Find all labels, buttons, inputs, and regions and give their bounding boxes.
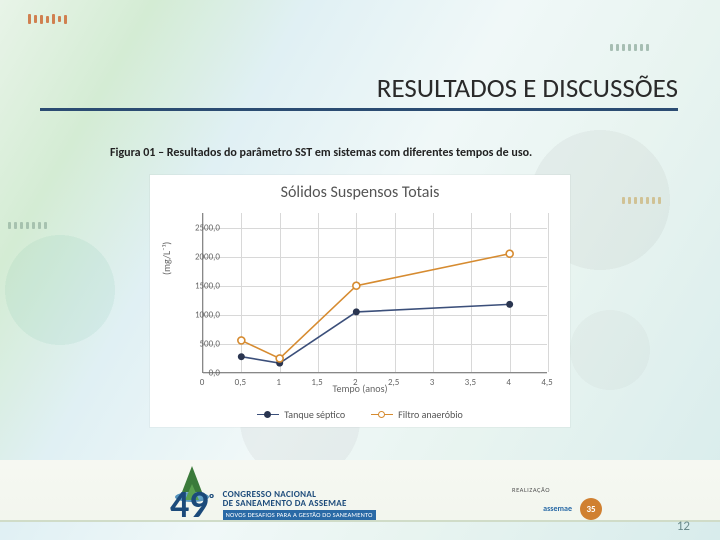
chart-ylabel: (mg/L⁻¹) (160, 242, 173, 275)
chart-marker (353, 282, 360, 289)
chart-marker (238, 337, 245, 344)
chart-xlabel: Tempo (anos) (150, 382, 570, 395)
legend-item: Filtro anaeróbio (371, 408, 463, 421)
event-number: 49º (170, 490, 215, 520)
grid-hline (203, 373, 547, 374)
deco-ticks (28, 14, 118, 24)
event-logo: 49º CONGRESSO NACIONAL DE SANEAMENTO DA … (170, 490, 376, 520)
chart-ytick: 2000,0 (195, 251, 220, 262)
legend-label: Tanque séptico (284, 408, 345, 421)
chart-plot-area (202, 213, 547, 373)
chart-marker (506, 301, 513, 308)
chart-title: Sólidos Suspensos Totais (150, 183, 570, 202)
chart-marker (506, 250, 513, 257)
legend-label: Filtro anaeróbio (398, 408, 463, 421)
chart-marker (353, 308, 360, 315)
org-name: assemae (543, 504, 572, 514)
event-tagline: NOVOS DESAFIOS PARA A GESTÃO DO SANEAMEN… (223, 510, 376, 520)
deco-ticks (610, 42, 700, 52)
chart-legend: Tanque séptico Filtro anaeróbio (150, 408, 570, 421)
deco-ticks (8, 220, 98, 230)
deco-ticks (622, 195, 712, 205)
chart-ytick: 1500,0 (195, 280, 220, 291)
anniversary-badge: 35 (580, 498, 602, 520)
title-underline (40, 108, 678, 111)
event-number-suffix: º (209, 490, 215, 507)
chart-marker (238, 353, 245, 360)
chart-marker (276, 355, 283, 362)
grid-vline (510, 213, 511, 372)
chart-lines (203, 213, 503, 363)
page-title: RESULTADOS E DISCUSSÕES (377, 72, 678, 105)
event-number-value: 49 (170, 482, 209, 528)
chart-ytick: 2500,0 (195, 222, 220, 233)
chart-ytick: 1000,0 (195, 309, 220, 320)
realizacao-label: REALIZAÇÃO (512, 486, 550, 494)
legend-item: Tanque séptico (257, 408, 345, 421)
chart-series-line (241, 304, 509, 363)
chart-ytick: 500,0 (200, 338, 221, 349)
footer-right-logos: assemae 35 (543, 498, 602, 520)
event-name-line2: DE SANEAMENTO DA ASSEMAE (223, 499, 376, 508)
figure-caption: Figura 01 – Resultados do parâmetro SST … (110, 146, 532, 160)
page-number: 12 (677, 519, 690, 534)
grid-vline (548, 213, 549, 372)
chart-ytick: 0,0 (209, 368, 220, 379)
chart-panel: Sólidos Suspensos Totais (mg/L⁻¹) 0,0 500… (150, 175, 570, 427)
